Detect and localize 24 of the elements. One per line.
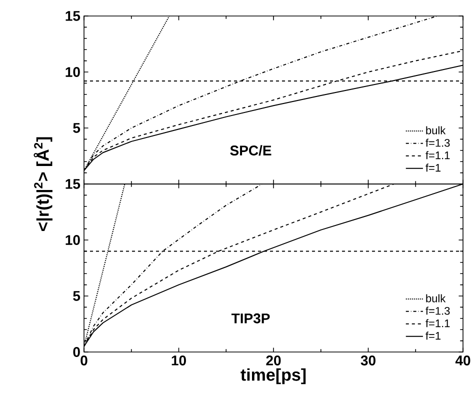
- legend-label: f=1.1: [426, 151, 450, 160]
- annotation: SPC/E: [230, 145, 272, 156]
- x-tick-label: 30: [360, 356, 376, 366]
- legend-label: f=1.3: [426, 306, 450, 315]
- x-tick-label: 10: [172, 356, 186, 366]
- y-tick-label: 10: [66, 235, 80, 245]
- legend-label: bulk: [426, 294, 446, 302]
- legend-label: f=1: [426, 164, 441, 172]
- x-tick-label: 40: [455, 356, 470, 366]
- y-tick-label: 5: [73, 291, 80, 301]
- legend-label: f=1.3: [426, 138, 450, 147]
- y-axis-title: <|r(t)|$^{2}$> [Å$^{2}$]: [34, 137, 52, 232]
- y-tick-label: 5: [73, 123, 80, 133]
- y-tick-label: 15: [66, 11, 80, 21]
- legend-label: bulk: [426, 126, 446, 134]
- x-tick-label: 0: [80, 356, 88, 366]
- legend-label: f=1: [426, 332, 441, 340]
- legend-label: f=1.1: [426, 319, 450, 328]
- x-axis-title: time[ps]: [240, 368, 306, 384]
- x-tick-label: 20: [266, 356, 281, 366]
- y-tick-label: 0: [73, 347, 80, 357]
- y-tick-label: 10: [66, 67, 80, 77]
- annotation: TIP3P: [231, 313, 270, 324]
- y-tick-label: 15: [66, 179, 80, 189]
